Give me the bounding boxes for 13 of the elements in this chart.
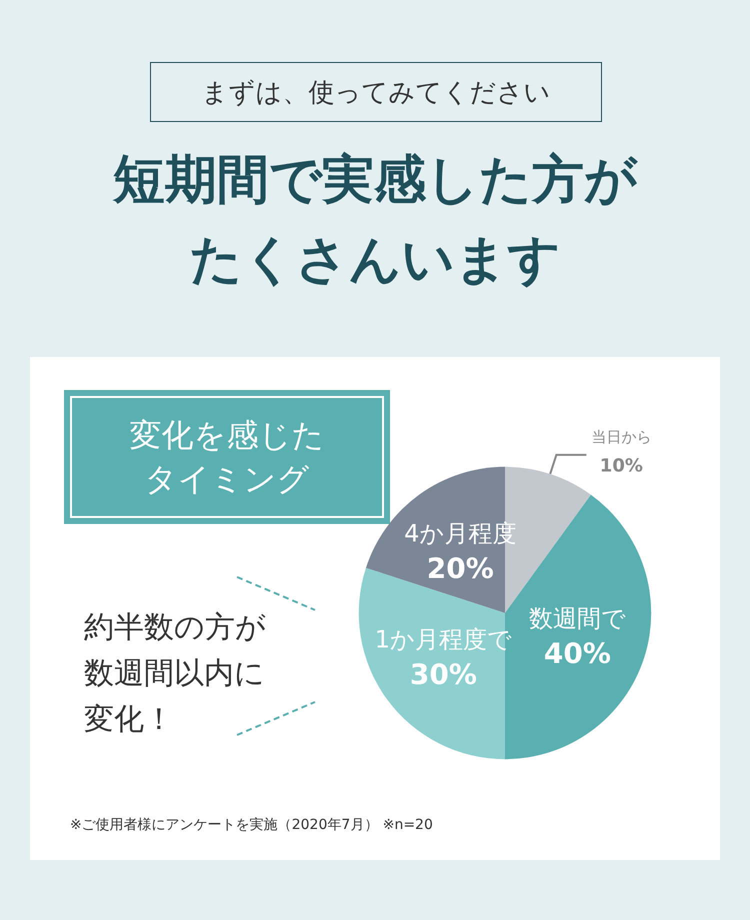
data-label: 10% [600,455,643,476]
chart-subtitle: まずは、使ってみてください [150,62,602,122]
data-label: 30% [410,658,477,692]
chart-title: 短期間で実感した方がたくさんいます [112,148,639,292]
data-label: 40% [544,637,611,670]
text: ※ご使用者様にアンケートを実施（2020年7月） ※n=20 [70,816,433,834]
slice-label: 当日から [591,428,652,446]
text: 約半数の方が数週間以内に変化！ [84,609,267,739]
text: 変化を感じたタイミング [128,415,326,500]
slice-label: 数週間で [528,604,626,633]
slice-label: 1か月程度で [374,626,512,654]
slice-label: 4か月程度 [404,519,516,548]
data-label: 20% [426,552,494,585]
